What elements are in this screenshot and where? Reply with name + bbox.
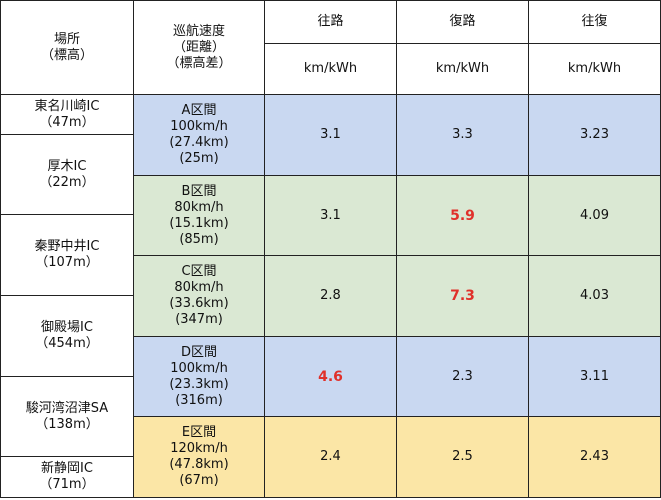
efficiency-cell: 2.4: [264, 416, 397, 498]
efficiency-cell: 4.6: [264, 336, 397, 417]
section-text: 100km/h: [170, 119, 228, 134]
section-text: (15.1km): [169, 215, 229, 231]
efficiency-cell: 2.8: [264, 255, 397, 337]
header-location: 場所 （標高）: [0, 0, 134, 95]
section-text: (67m): [179, 473, 219, 488]
header-direction: 復路: [396, 0, 529, 44]
direction-label: 往復: [581, 14, 608, 29]
location-text: （107m）: [35, 255, 99, 270]
efficiency-cell: 2.3: [396, 336, 529, 417]
efficiency-value: 2.43: [580, 449, 609, 464]
location-cell: 駿河湾沼津SA （138m）: [0, 376, 134, 457]
efficiency-value: 3.1: [320, 127, 341, 142]
section-text: (25m): [179, 151, 219, 166]
section-text: (33.6km): [169, 296, 229, 311]
section-info: A区間 100km/h (27.4km) (25m): [133, 94, 265, 176]
unit-label: km/kWh: [435, 61, 490, 76]
efficiency-value: 2.5: [452, 449, 473, 464]
direction-label: 往路: [317, 14, 344, 29]
header-unit: km/kWh: [264, 43, 397, 95]
header-unit: km/kWh: [396, 43, 529, 95]
location-text: （138m）: [35, 416, 99, 432]
header-unit: km/kWh: [528, 43, 661, 95]
efficiency-cell: 3.23: [528, 94, 661, 176]
location-text: （47m）: [39, 114, 95, 130]
section-text: A区間: [181, 103, 217, 118]
efficiency-cell: 3.11: [528, 336, 661, 417]
header-text: （標高）: [40, 47, 93, 63]
location-text: 御殿場IC: [41, 320, 93, 335]
efficiency-value: 3.1: [320, 207, 341, 223]
location-text: 駿河湾沼津SA: [25, 400, 109, 416]
section-info: E区間 120km/h (47.8km) (67m): [133, 416, 265, 498]
efficiency-cell: 3.3: [396, 94, 529, 176]
efficiency-value: 4.03: [580, 288, 609, 303]
efficiency-cell: 7.3: [396, 255, 529, 337]
section-text: (27.4km): [169, 135, 229, 150]
location-cell: 秦野中井IC （107m）: [0, 214, 134, 296]
section-info: C区間 80km/h (33.6km) (347m): [133, 255, 265, 337]
section-text: 120km/h: [170, 441, 228, 456]
efficiency-value: 3.23: [580, 127, 609, 142]
efficiency-value: 5.9: [450, 207, 475, 224]
section-text: 80km/h: [174, 280, 224, 295]
efficiency-cell: 4.09: [528, 175, 661, 256]
efficiency-value: 2.8: [320, 288, 341, 303]
unit-label: km/kWh: [303, 61, 358, 76]
location-text: （71m）: [39, 477, 95, 492]
location-text: 厚木IC: [47, 158, 87, 174]
location-text: 東名川崎IC: [34, 98, 100, 114]
efficiency-value: 4.6: [318, 368, 343, 385]
section-text: (23.3km): [169, 376, 229, 392]
header-text: 巡航速度: [172, 23, 225, 39]
efficiency-cell: 3.1: [264, 94, 397, 176]
location-text: （22m）: [39, 174, 95, 190]
section-text: E区間: [181, 425, 217, 440]
efficiency-cell: 5.9: [396, 175, 529, 256]
section-text: (316m): [175, 392, 223, 408]
unit-label: km/kWh: [567, 61, 622, 76]
location-cell: 御殿場IC （454m）: [0, 295, 134, 377]
efficiency-value: 2.3: [452, 368, 473, 384]
direction-label: 復路: [449, 14, 476, 29]
efficiency-value: 7.3: [450, 288, 475, 304]
section-text: (85m): [179, 231, 219, 247]
section-text: D区間: [180, 344, 217, 360]
efficiency-cell: 3.1: [264, 175, 397, 256]
section-text: B区間: [181, 183, 217, 199]
section-text: (47.8km): [169, 457, 229, 472]
header-text: （標高差）: [166, 55, 232, 71]
efficiency-cell: 4.03: [528, 255, 661, 337]
header-direction: 往復: [528, 0, 661, 44]
section-info: B区間 80km/h (15.1km) (85m): [133, 175, 265, 256]
efficiency-value: 2.4: [320, 449, 341, 464]
efficiency-cell: 2.43: [528, 416, 661, 498]
location-text: （454m）: [35, 336, 99, 351]
section-info: D区間 100km/h (23.3km) (316m): [133, 336, 265, 417]
location-text: 秦野中井IC: [34, 239, 100, 254]
efficiency-cell: 2.5: [396, 416, 529, 498]
header-text: （距離）: [172, 39, 225, 55]
section-text: 80km/h: [174, 199, 224, 215]
location-cell: 厚木IC （22m）: [0, 134, 134, 215]
location-text: 新静岡IC: [41, 461, 93, 476]
efficiency-value: 3.11: [580, 368, 609, 384]
header-text: 場所: [53, 31, 80, 47]
efficiency-value: 3.3: [452, 127, 473, 142]
section-text: 100km/h: [170, 360, 228, 376]
header-direction: 往路: [264, 0, 397, 44]
efficiency-value: 4.09: [580, 207, 609, 223]
section-text: (347m): [175, 312, 223, 327]
location-cell: 東名川崎IC （47m）: [0, 94, 134, 135]
section-text: C区間: [181, 264, 217, 279]
header-speed: 巡航速度 （距離） （標高差）: [133, 0, 265, 95]
location-cell: 新静岡IC （71m）: [0, 456, 134, 498]
